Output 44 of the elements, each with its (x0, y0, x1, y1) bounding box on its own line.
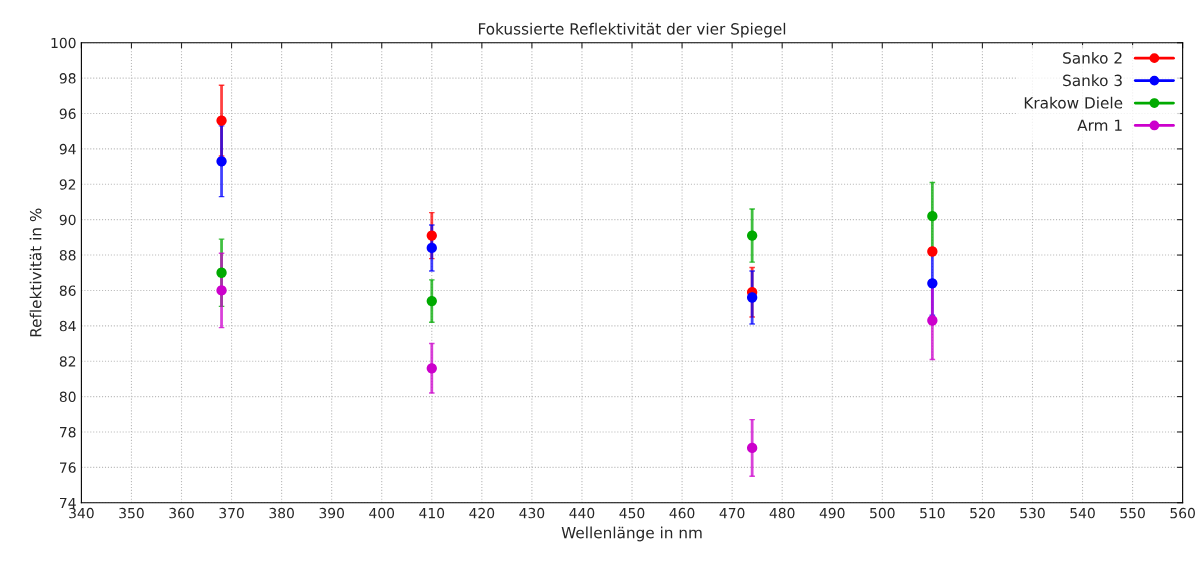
y-tick-label: 96 (59, 108, 76, 119)
x-tick-label: 370 (219, 507, 244, 519)
x-tick-label: 390 (319, 507, 345, 519)
y-tick-label: 84 (59, 320, 76, 332)
x-tick-label: 560 (1170, 507, 1195, 519)
y-tick-label: 88 (59, 250, 76, 261)
x-tick-label: 540 (1070, 507, 1095, 519)
x-tick-label: 490 (819, 507, 845, 519)
legend-label: Krakow Diele (1024, 96, 1123, 109)
x-tick-label: 430 (519, 507, 545, 519)
x-tick-label: 480 (769, 507, 795, 519)
y-tick-label: 86 (59, 285, 76, 296)
chart-title: Fokussierte Reflektivität der vier Spiegel (478, 22, 786, 38)
y-tick-label: 74 (60, 497, 76, 509)
legend-label: Sanko 3 (1063, 74, 1122, 87)
y-tick-label: 76 (60, 462, 76, 473)
x-tick-label: 500 (870, 507, 895, 519)
x-tick-label: 470 (719, 507, 745, 519)
x-tick-label: 420 (469, 507, 495, 519)
x-tick-label: 530 (1020, 507, 1045, 519)
x-tick-label: 410 (419, 507, 445, 519)
x-axis-title: Wellenlänge in nm (561, 526, 702, 542)
x-tick-label: 460 (669, 507, 695, 519)
legend-label: Arm 1 (1077, 119, 1122, 131)
x-tick-label: 450 (619, 507, 645, 519)
y-tick-label: 90 (59, 214, 76, 226)
y-axis-title: Reflektivität in % (29, 208, 42, 337)
x-tick-label: 550 (1120, 507, 1145, 519)
x-tick-label: 400 (369, 507, 395, 519)
y-tick-label: 82 (59, 356, 76, 367)
y-tick-label: 78 (60, 426, 76, 438)
y-tick-label: 94 (59, 143, 76, 155)
x-tick-label: 510 (920, 507, 945, 519)
legend-label: Sanko 2 (1063, 51, 1122, 64)
x-tick-label: 360 (169, 507, 194, 519)
x-tick-label: 380 (269, 507, 294, 519)
x-tick-label: 440 (569, 507, 595, 519)
y-tick-label: 100 (51, 37, 76, 49)
x-tick-label: 340 (69, 507, 94, 519)
y-tick-label: 80 (59, 391, 76, 403)
x-tick-label: 520 (970, 507, 995, 519)
y-tick-label: 92 (59, 179, 76, 190)
x-tick-label: 350 (119, 507, 144, 519)
y-tick-label: 98 (59, 73, 76, 84)
